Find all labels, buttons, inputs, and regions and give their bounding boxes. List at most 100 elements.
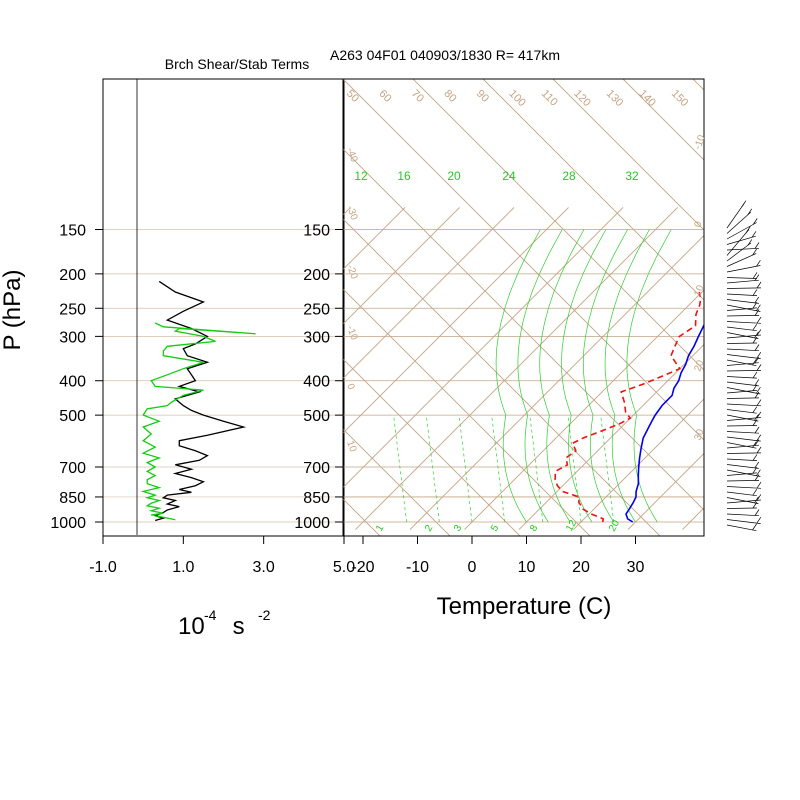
temperature-tick-labels: -20 -10 0 10 20 30: [351, 536, 645, 576]
wind-barb-flag: [752, 467, 758, 474]
wind-barb-staff: [726, 304, 761, 312]
wind-barb-staff: [726, 253, 757, 267]
main-panel-frame: [342, 78, 705, 537]
main-pressure-label: 200: [303, 267, 330, 284]
temp-x-tick-label: -20: [351, 559, 374, 576]
wind-barb-staff: [726, 279, 759, 284]
units-exp1: -4: [204, 607, 217, 623]
dry-adiabat-line: [343, 358, 521, 536]
wind-barb-staff: [726, 381, 759, 387]
right-edge-label: 0: [692, 220, 704, 229]
wind-barb-flag: [752, 384, 758, 391]
wind-barb-staff: [726, 397, 760, 399]
wind-barb-flag: [752, 358, 757, 366]
temp-x-tick-label: 20: [572, 559, 590, 576]
dry-adiabat-line: [343, 148, 704, 511]
wind-barb-flag: [754, 509, 760, 516]
temperature-axis-label: Temperature (C): [437, 593, 612, 620]
wind-barb-flag: [752, 489, 758, 496]
isotherm-line: [0, 207, 296, 529]
moist-adiabat-line: [517, 229, 563, 523]
wind-barb-flag: [752, 523, 757, 531]
moist-adiabat-line: [539, 229, 585, 523]
wind-barb-staff: [726, 348, 760, 352]
wind-barb-staff: [726, 326, 757, 332]
wind-barb-staff: [726, 452, 762, 454]
mixing-ratio-line: [458, 415, 473, 523]
dry-adiabat-line: [733, 0, 800, 779]
bottom-mixing-label: 2: [423, 523, 436, 534]
shear-term-line: [153, 280, 247, 522]
wind-barb-staff: [726, 431, 760, 434]
wind-barb-staff: [726, 242, 752, 262]
wind-barb-flag: [756, 434, 762, 441]
theta-label: 140: [636, 88, 657, 109]
mixing-ratio-label: 20: [447, 169, 461, 183]
wind-barb-staff: [726, 362, 759, 366]
isotherm-line: [409, 234, 704, 530]
isotherm-line: [791, 207, 800, 529]
wind-barb-staff: [726, 376, 758, 379]
dry-adiabat-line: [663, 0, 800, 779]
isotherm-line: [0, 207, 24, 529]
main-pressure-label: 700: [303, 460, 330, 477]
wind-barb-flag: [747, 239, 753, 246]
wind-barb-staff: [726, 321, 762, 324]
theta-label: 130: [604, 88, 625, 109]
dry-adiabat-line: [622, 79, 704, 161]
left-x-tick-label: 3.0: [253, 559, 275, 576]
wind-barb-flag: [752, 272, 758, 279]
dry-adiabat-line: [343, 218, 661, 536]
thermo-grid: [0, 0, 800, 779]
theta-label: 80: [441, 88, 458, 105]
wind-barb-flag: [754, 426, 760, 434]
wind-barb-flag: [756, 260, 761, 267]
wind-barb-flag: [756, 481, 762, 489]
theta-label: 110: [539, 88, 560, 109]
wind-barb-flag: [756, 517, 762, 524]
wind-barb-staff: [726, 414, 759, 422]
wind-barb-staff: [726, 436, 761, 442]
wind-barb-flag: [754, 439, 760, 446]
shear-stability-panel: 150 200 250 300 400 500 700 850 1000 -1.0 1.0 3.0 5…: [0, 56, 355, 640]
moist-adiabat-line: [561, 229, 607, 523]
isotherm-line: [573, 398, 704, 530]
wind-barb-flag: [752, 302, 758, 309]
isotherm-line: [0, 207, 187, 529]
wind-barb-flag: [752, 248, 757, 256]
wind-barb-flag: [756, 364, 762, 371]
temp-x-tick-label: 0: [468, 559, 477, 576]
wind-barb-flag: [754, 391, 760, 399]
isotherm-line: [464, 289, 704, 530]
moist-adiabat-line: [604, 229, 650, 523]
wind-barb-flag: [747, 208, 753, 215]
temp-x-tick-label: -10: [406, 559, 429, 576]
left-pressure-label: 300: [59, 329, 86, 346]
moist-adiabat-line: [495, 229, 541, 523]
wind-barb-staff: [726, 499, 761, 504]
wind-barb-staff: [726, 472, 757, 476]
wind-barb-staff: [726, 409, 757, 414]
wind-barb-flag: [754, 242, 760, 249]
wind-barb-flag: [752, 218, 758, 225]
mixing-ratio-label: 12: [354, 169, 368, 183]
left-edge-label: -20: [344, 263, 359, 281]
temp-x-tick-label: 10: [518, 559, 536, 576]
wind-barb-flag: [754, 356, 760, 364]
wind-barb-flag: [752, 371, 758, 379]
wind-barb-staff: [726, 444, 759, 449]
right-edge-label: -10: [692, 133, 707, 151]
dry-adiabat-line: [412, 79, 704, 371]
wind-barb-flag: [756, 446, 762, 454]
wind-barb-flag: [756, 316, 762, 324]
wind-barb-staff: [726, 287, 762, 289]
bottom-mixing-label: 12: [564, 518, 579, 534]
dry-adiabat-line: [343, 79, 704, 441]
main-pressure-label: 500: [303, 408, 330, 425]
isotherm-line: [737, 207, 800, 529]
wind-barb-flag: [756, 411, 762, 419]
wind-barb-staff: [726, 211, 752, 234]
wind-barb-staff: [726, 480, 760, 482]
main-pressure-label: 850: [303, 490, 330, 507]
